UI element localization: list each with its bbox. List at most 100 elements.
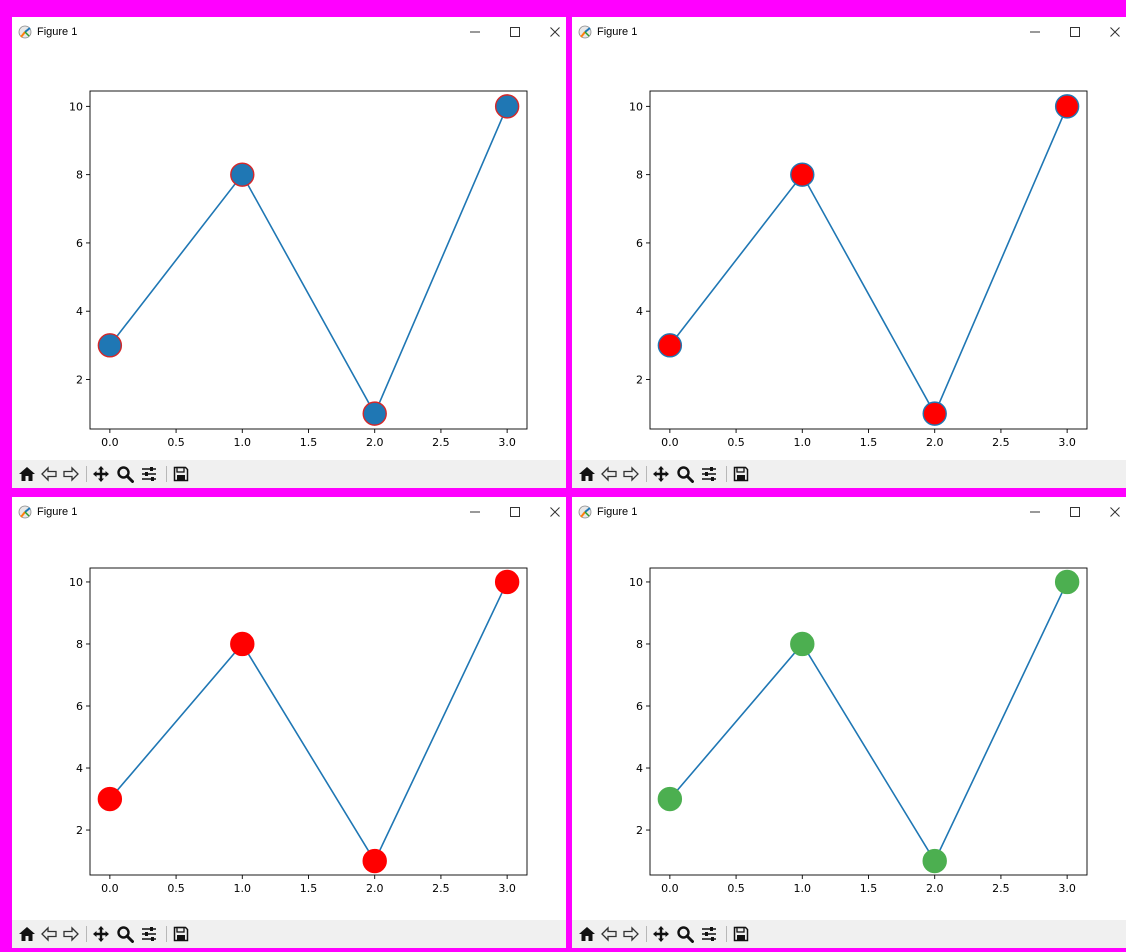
close-button[interactable] (544, 501, 566, 523)
save-button[interactable] (732, 465, 750, 483)
maximize-button[interactable] (504, 501, 526, 523)
pan-button[interactable] (652, 465, 670, 483)
home-icon (19, 467, 35, 481)
maximize-button[interactable] (1064, 501, 1086, 523)
forward-arrow-icon (63, 466, 79, 482)
plot-canvas[interactable]: 0.0 0.5 1.0 1.5 2.0 2.5 3.0 2 4 6 8 10 (12, 47, 566, 460)
x-tick-label: 3.0 (498, 436, 516, 449)
configure-subplots-button[interactable] (700, 465, 718, 483)
minimize-icon (470, 31, 480, 33)
zoom-button[interactable] (676, 465, 694, 483)
forward-arrow-button[interactable] (62, 465, 80, 483)
close-icon (1110, 507, 1120, 517)
y-tick-label: 10 (629, 576, 643, 589)
save-button[interactable] (732, 925, 750, 943)
data-point-marker (494, 569, 520, 595)
y-tick-label: 8 (76, 638, 83, 651)
x-tick-label: 0.0 (101, 436, 119, 449)
home-button[interactable] (18, 925, 36, 943)
back-arrow-button[interactable] (600, 465, 618, 483)
toolbar-separator (646, 466, 647, 482)
back-arrow-icon (601, 466, 617, 482)
toolbar-separator (726, 926, 727, 942)
maximize-button[interactable] (1064, 21, 1086, 43)
title-bar[interactable]: Figure 1 (572, 497, 1126, 527)
configure-subplots-button[interactable] (140, 465, 158, 483)
title-bar[interactable]: Figure 1 (12, 497, 566, 527)
back-arrow-button[interactable] (600, 925, 618, 943)
series-line (669, 106, 1068, 416)
home-button[interactable] (578, 925, 596, 943)
close-button[interactable] (1104, 501, 1126, 523)
back-arrow-icon (601, 926, 617, 942)
x-tick-label: 1.5 (860, 436, 878, 449)
y-tick-label: 6 (76, 700, 83, 713)
toolbar-separator (166, 466, 167, 482)
pan-button[interactable] (92, 925, 110, 943)
toolbar-separator (726, 466, 727, 482)
save-icon (733, 466, 749, 482)
save-button[interactable] (172, 465, 190, 483)
save-button[interactable] (172, 925, 190, 943)
forward-arrow-button[interactable] (622, 465, 640, 483)
plot-canvas[interactable]: 0.0 0.5 1.0 1.5 2.0 2.5 3.0 2 4 6 8 10 (12, 527, 566, 920)
title-bar[interactable]: Figure 1 (12, 17, 566, 47)
zoom-button[interactable] (116, 465, 134, 483)
forward-arrow-icon (623, 926, 639, 942)
forward-arrow-button[interactable] (62, 925, 80, 943)
save-icon (173, 466, 189, 482)
pan-button[interactable] (92, 465, 110, 483)
x-tick-label: 0.5 (167, 882, 185, 895)
forward-arrow-button[interactable] (622, 925, 640, 943)
y-tick-label: 8 (636, 169, 643, 182)
configure-subplots-icon (142, 467, 156, 481)
x-tick-label: 3.0 (498, 882, 516, 895)
save-icon (733, 926, 749, 942)
figure-window-2: Figure 1 0.0 0.5 1.0 1.5 2.0 2.5 3.0 2 4 6 8 10 (572, 17, 1126, 488)
y-tick-label: 4 (76, 762, 83, 775)
y-tick-label: 2 (76, 824, 83, 837)
back-arrow-button[interactable] (40, 465, 58, 483)
plot-canvas[interactable]: 0.0 0.5 1.0 1.5 2.0 2.5 3.0 2 4 6 8 10 (572, 527, 1126, 920)
navigation-toolbar (572, 460, 1126, 488)
y-tick-label: 2 (636, 824, 643, 837)
home-button[interactable] (578, 465, 596, 483)
pan-icon (93, 466, 109, 482)
zoom-button[interactable] (676, 925, 694, 943)
x-tick-label: 2.0 (926, 436, 944, 449)
minimize-button[interactable] (464, 501, 486, 523)
axes-frame (89, 567, 528, 876)
close-button[interactable] (1104, 21, 1126, 43)
plot-canvas[interactable]: 0.0 0.5 1.0 1.5 2.0 2.5 3.0 2 4 6 8 10 (572, 47, 1126, 460)
x-tick-label: 1.0 (234, 436, 252, 449)
configure-subplots-button[interactable] (700, 925, 718, 943)
minimize-button[interactable] (1024, 501, 1046, 523)
figure-window-4: Figure 1 0.0 0.5 1.0 1.5 2.0 2.5 3.0 2 4 6 8 10 (572, 497, 1126, 948)
series-line (109, 106, 508, 416)
y-tick-label: 4 (636, 305, 643, 318)
configure-subplots-button[interactable] (140, 925, 158, 943)
close-button[interactable] (544, 21, 566, 43)
home-icon (579, 467, 595, 481)
x-tick-label: 2.0 (926, 882, 944, 895)
home-button[interactable] (18, 465, 36, 483)
maximize-button[interactable] (504, 21, 526, 43)
toolbar-separator (166, 926, 167, 942)
data-point-marker (494, 94, 520, 119)
x-tick-label: 0.5 (727, 882, 745, 895)
minimize-icon (470, 511, 480, 513)
x-tick-label: 1.5 (860, 882, 878, 895)
navigation-toolbar (572, 920, 1126, 948)
minimize-button[interactable] (464, 21, 486, 43)
axes-frame (89, 90, 528, 430)
title-bar[interactable]: Figure 1 (572, 17, 1126, 47)
figure-window-1: Figure 1 0.0 0.5 1.0 1.5 2.0 2.5 3.0 2 4 6 8 10 (12, 17, 566, 488)
y-tick-label: 10 (629, 100, 643, 113)
navigation-toolbar (12, 920, 566, 948)
minimize-button[interactable] (1024, 21, 1046, 43)
back-arrow-button[interactable] (40, 925, 58, 943)
data-point-marker (1054, 94, 1080, 119)
pan-button[interactable] (652, 925, 670, 943)
zoom-button[interactable] (116, 925, 134, 943)
data-point-marker (362, 848, 387, 874)
